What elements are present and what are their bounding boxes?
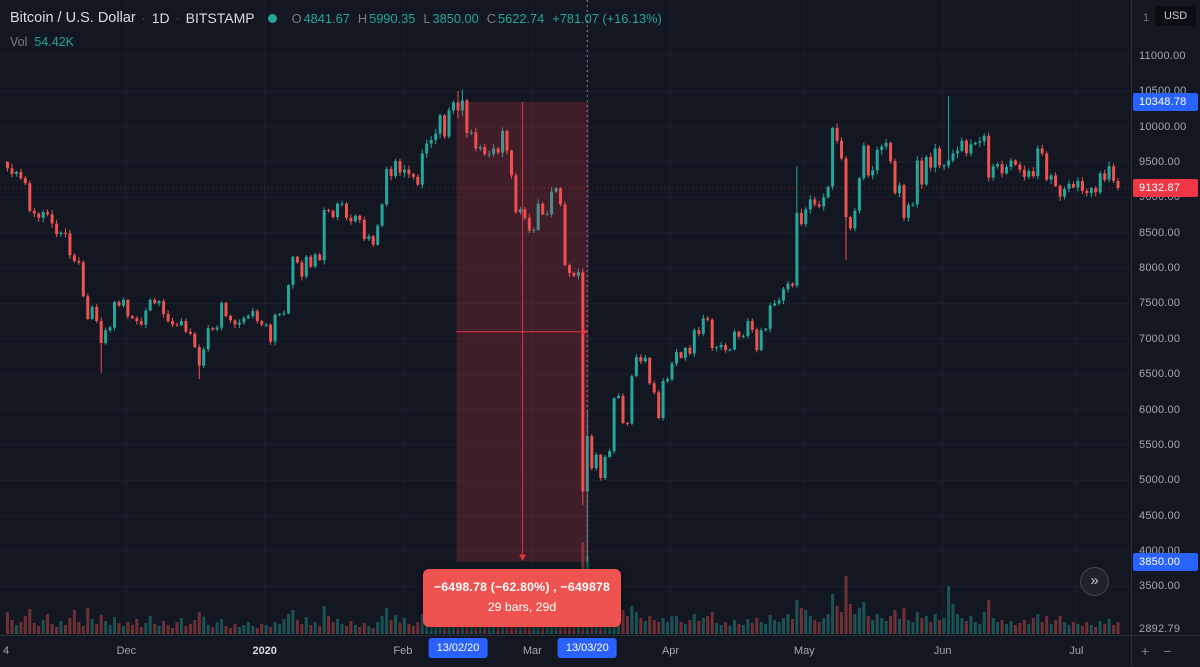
go-to-realtime-button[interactable]: »: [1080, 567, 1109, 596]
measure-tooltip: −6498.78 (−62.80%) , −649878 29 bars, 29…: [423, 569, 621, 627]
high-label: H: [357, 10, 368, 26]
high-value: 5990.35: [369, 10, 416, 26]
time-axis-label: Apr: [661, 645, 680, 657]
separator-dot: ·: [175, 11, 180, 25]
price-scale-number: 1: [1143, 12, 1150, 24]
interval-label[interactable]: 1D: [151, 10, 170, 26]
volume-label: Vol: [10, 35, 28, 49]
zoom-out-button[interactable]: −: [1163, 643, 1172, 659]
price-axis-label: 3500.00: [1139, 580, 1181, 593]
price-axis[interactable]: 1 USD 11000.00 10500.00 10000.00 9500.00 900…: [1131, 0, 1200, 635]
low-label: L: [423, 10, 431, 26]
candlestick-chart[interactable]: [0, 0, 1131, 635]
date-range-badge[interactable]: 13/03/20: [557, 638, 617, 658]
price-axis-label: 5500.00: [1139, 438, 1181, 451]
market-status-icon[interactable]: [267, 13, 277, 23]
time-axis-label: Jun: [933, 645, 952, 657]
change-value: +781.07 (+16.13%): [552, 10, 662, 26]
price-axis-label: 7000.00: [1139, 332, 1181, 345]
price-axis-label: 7500.00: [1139, 297, 1181, 310]
price-axis-label: 5000.00: [1139, 474, 1181, 487]
price-axis-label: 6500.00: [1139, 368, 1181, 381]
exchange-label[interactable]: BITSTAMP: [185, 10, 255, 26]
price-badge: 10348.78: [1133, 92, 1198, 111]
ohlc-values: O 4841.67 H 5990.35 L 3850.00 C 5622.74 +781…: [292, 11, 662, 26]
time-axis-label: Feb: [393, 645, 413, 657]
price-axis-label: 2892.79: [1139, 623, 1181, 636]
price-axis-label: 9500.00: [1139, 155, 1181, 168]
open-value: 4841.67: [303, 10, 350, 26]
time-axis-label: May: [793, 645, 815, 657]
close-value: 5622.74: [497, 10, 545, 26]
price-axis-label: 4500.00: [1139, 509, 1181, 522]
price-badge: 3850.00: [1133, 552, 1198, 571]
axis-corner: + −: [1131, 635, 1200, 666]
time-axis-label: Mar: [522, 645, 542, 657]
time-axis[interactable]: 4 Dec 2020 Feb Mar Apr May Jun Jul 13/02/20 13/03/…: [0, 635, 1131, 667]
price-axis-label: 10000.00: [1139, 120, 1187, 133]
measure-price-change: −6498.78 (−62.80%) , −649878: [433, 580, 611, 594]
separator-dot: ·: [141, 11, 146, 25]
currency-toggle[interactable]: USD: [1155, 6, 1197, 26]
price-badge: 9132.87: [1133, 178, 1198, 197]
time-axis-label: 2020: [252, 645, 277, 657]
symbol-title[interactable]: Bitcoin / U.S. Dollar: [10, 10, 136, 26]
low-value: 3850.00: [432, 10, 479, 26]
measure-bar-count: 29 bars, 29d: [487, 600, 557, 615]
time-axis-label: Dec: [116, 645, 137, 657]
price-axis-label: 6000.00: [1139, 403, 1181, 416]
time-axis-label: 4: [2, 645, 10, 657]
volume-value: 54.42K: [34, 35, 75, 49]
zoom-in-button[interactable]: +: [1141, 643, 1150, 659]
price-axis-label: 11000.00: [1139, 49, 1186, 62]
close-label: C: [486, 10, 496, 26]
date-range-badge[interactable]: 13/02/20: [428, 638, 488, 658]
price-axis-label: 8000.00: [1139, 262, 1181, 274]
open-label: O: [291, 10, 302, 26]
time-axis-label: Jul: [1069, 645, 1084, 657]
price-axis-label: 8500.00: [1139, 226, 1181, 239]
